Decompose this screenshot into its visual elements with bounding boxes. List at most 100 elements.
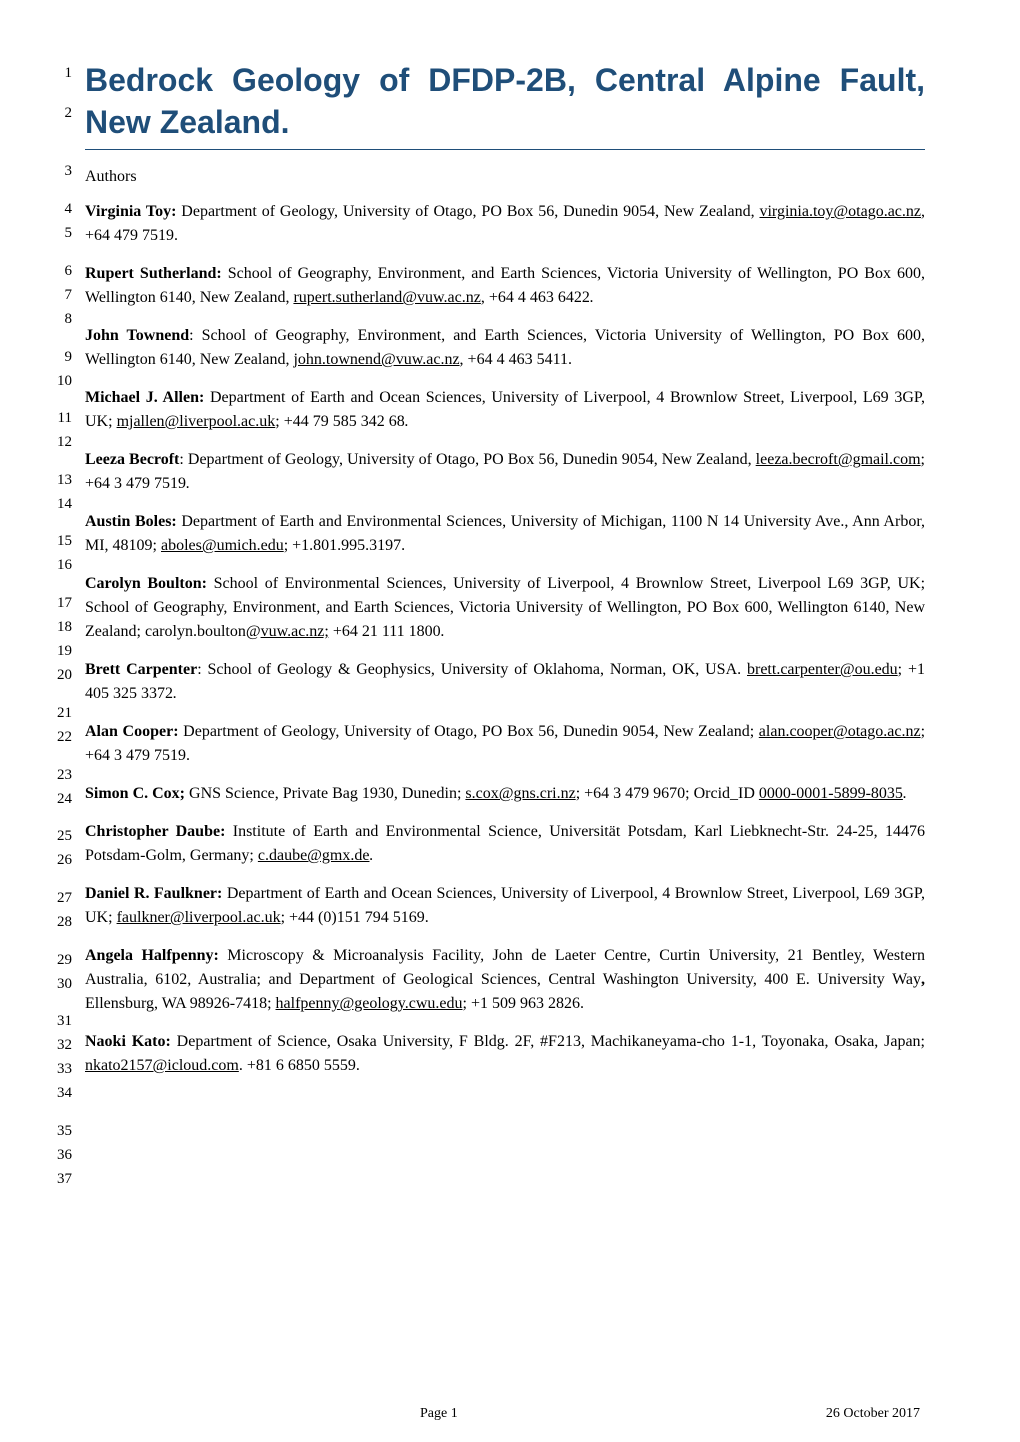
line-number: 7 xyxy=(48,288,72,303)
author-contact-tail: ; +1.801.995.3197. xyxy=(284,537,405,554)
italic-tail: . xyxy=(441,623,445,640)
line-number: 25 xyxy=(48,829,72,844)
author-name: Brett Carpenter xyxy=(85,661,197,678)
author-contact-tail: , +64 4 463 5411. xyxy=(460,351,572,368)
author-email: alan.cooper@otago.ac.nz xyxy=(759,723,921,740)
author-entry: Christopher Daube: Institute of Earth an… xyxy=(85,820,925,868)
author-name: Naoki Kato: xyxy=(85,1033,171,1050)
line-number: 9 xyxy=(48,350,72,365)
author-entry: Austin Boles: Department of Earth and En… xyxy=(85,510,925,558)
author-email: c.daube@gmx.de xyxy=(258,847,370,864)
line-number: 15 xyxy=(48,534,72,549)
author-affiliation: Department of Science, Osaka University,… xyxy=(171,1033,925,1050)
italic-tail: . xyxy=(590,289,594,306)
author-name: Daniel R. Faulkner: xyxy=(85,885,222,902)
author-entry: Simon C. Cox; GNS Science, Private Bag 1… xyxy=(85,782,925,806)
author-entry: Rupert Sutherland: School of Geography, … xyxy=(85,262,925,310)
author-name: Christopher Daube: xyxy=(85,823,225,840)
author-name: Angela Halfpenny: xyxy=(85,947,219,964)
line-number: 18 xyxy=(48,620,72,635)
authors-heading: Authors xyxy=(85,168,925,186)
line-number: 5 xyxy=(48,226,72,241)
author-name: Leeza Becroft xyxy=(85,451,179,468)
author-contact-tail: . +81 6 6850 5559. xyxy=(239,1057,360,1074)
author-contact-tail: ; +1 509 963 2826. xyxy=(463,995,584,1012)
author-entry: Alan Cooper: Department of Geology, Univ… xyxy=(85,720,925,768)
line-number: 16 xyxy=(48,558,72,573)
paper-title: Bedrock Geology of DFDP-2B, Central Alpi… xyxy=(85,60,925,150)
author-link: 0000-0001-5899-8035 xyxy=(759,785,903,802)
author-entry: Leeza Becroft: Department of Geology, Un… xyxy=(85,448,925,496)
author-email: vuw.ac.nz; xyxy=(261,623,329,640)
line-number: 1 xyxy=(48,66,72,81)
italic-tail: . xyxy=(173,685,177,702)
line-number: 3 xyxy=(48,164,72,179)
line-number: 21 xyxy=(48,706,72,721)
author-email: halfpenny@geology.cwu.edu xyxy=(276,995,463,1012)
author-contact-tail: +64 21 111 1800 xyxy=(329,623,441,640)
line-number: 17 xyxy=(48,596,72,611)
line-number: 29 xyxy=(48,953,72,968)
author-entry: Angela Halfpenny: Microscopy & Microanal… xyxy=(85,944,925,1016)
author-name: Virginia Toy: xyxy=(85,203,176,220)
author-email: rupert.sutherland@vuw.ac.nz xyxy=(293,289,480,306)
line-number: 34 xyxy=(48,1086,72,1101)
author-entry: Carolyn Boulton: School of Environmental… xyxy=(85,572,925,644)
line-number: 10 xyxy=(48,374,72,389)
italic-tail: . xyxy=(405,413,409,430)
author-email: john.townend@vuw.ac.nz xyxy=(293,351,459,368)
author-email: nkato2157@icloud.com xyxy=(85,1057,239,1074)
author-email: mjallen@liverpool.ac.uk xyxy=(117,413,276,430)
line-number: 11 xyxy=(48,411,72,426)
author-email: faulkner@liverpool.ac.uk xyxy=(117,909,281,926)
author-affiliation: GNS Science, Private Bag 1930, Dunedin; xyxy=(185,785,465,802)
bold-fragment: , xyxy=(921,971,925,988)
author-affiliation: : Department of Geology, University of O… xyxy=(179,451,755,468)
line-number: 8 xyxy=(48,312,72,327)
author-name: John Townend xyxy=(85,327,189,344)
line-number: 35 xyxy=(48,1124,72,1139)
line-number: 20 xyxy=(48,668,72,683)
line-number: 36 xyxy=(48,1148,72,1163)
author-email: virginia.toy@otago.ac.nz xyxy=(759,203,921,220)
line-number: 31 xyxy=(48,1014,72,1029)
italic-tail: . xyxy=(903,785,907,802)
line-number: 32 xyxy=(48,1038,72,1053)
line-number: 33 xyxy=(48,1062,72,1077)
line-number: 19 xyxy=(48,644,72,659)
line-number: 14 xyxy=(48,497,72,512)
line-number: 26 xyxy=(48,853,72,868)
content-body: Authors Virginia Toy: Department of Geol… xyxy=(85,168,925,1078)
line-number: 12 xyxy=(48,435,72,450)
italic-tail: . xyxy=(369,847,373,864)
line-number: 4 xyxy=(48,202,72,217)
author-entry: Michael J. Allen: Department of Earth an… xyxy=(85,386,925,434)
author-name: Alan Cooper: xyxy=(85,723,179,740)
line-number: 24 xyxy=(48,792,72,807)
author-email: leeza.becroft@gmail.com xyxy=(756,451,921,468)
author-entry: Naoki Kato: Department of Science, Osaka… xyxy=(85,1030,925,1078)
author-entry: John Townend: School of Geography, Envir… xyxy=(85,324,925,372)
author-affiliation: School of Environmental Sciences, Univer… xyxy=(85,575,925,640)
author-affiliation: Department of Geology, University of Ota… xyxy=(179,723,759,740)
author-name: Simon C. Cox; xyxy=(85,785,185,802)
line-number: 22 xyxy=(48,730,72,745)
line-number: 30 xyxy=(48,977,72,992)
author-name: Michael J. Allen: xyxy=(85,389,204,406)
author-entries-list: Virginia Toy: Department of Geology, Uni… xyxy=(85,200,925,1078)
author-affiliation: : School of Geology & Geophysics, Univer… xyxy=(197,661,747,678)
author-name: Carolyn Boulton: xyxy=(85,575,207,592)
footer-date: 26 October 2017 xyxy=(826,1406,920,1422)
line-number: 23 xyxy=(48,768,72,783)
italic-tail: . xyxy=(186,475,190,492)
author-name: Rupert Sutherland: xyxy=(85,265,222,282)
author-entry: Daniel R. Faulkner: Department of Earth … xyxy=(85,882,925,930)
author-affiliation-2: Ellensburg, WA 98926-7418; xyxy=(85,995,276,1012)
line-number: 37 xyxy=(48,1172,72,1187)
author-name: Austin Boles: xyxy=(85,513,177,530)
line-number: 28 xyxy=(48,915,72,930)
author-email: aboles@umich.edu xyxy=(161,537,284,554)
author-email: s.cox@gns.cri.nz xyxy=(465,785,575,802)
line-number: 27 xyxy=(48,891,72,906)
author-affiliation: Department of Geology, University of Ota… xyxy=(176,203,759,220)
